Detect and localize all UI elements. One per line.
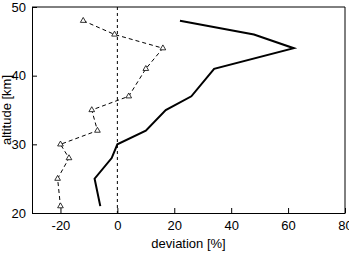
x-axis-line: [33, 213, 346, 214]
y-tick: 30: [12, 137, 37, 152]
x-tick-label: 0: [114, 218, 121, 233]
x-tick: 60: [281, 208, 295, 233]
y-tick-label: 20: [12, 206, 26, 221]
x-tick: 80: [338, 208, 349, 233]
series-line: [58, 21, 163, 206]
marker: [66, 155, 72, 160]
x-tick-mark: [345, 208, 346, 213]
y-axis-line: [32, 8, 33, 214]
x-tick-label: 60: [281, 218, 295, 233]
marker: [80, 17, 86, 22]
y-tick-mark: [32, 76, 37, 77]
y-tick-mark: [32, 7, 37, 8]
marker: [160, 45, 166, 50]
marker: [89, 107, 95, 112]
y-axis-title: altitude [km]: [0, 75, 14, 145]
x-tick-label: 20: [168, 218, 182, 233]
marker: [112, 31, 118, 36]
x-axis: -20 0 20 40 60 80: [33, 208, 349, 233]
x-tick-label: 40: [224, 218, 238, 233]
marker: [126, 93, 132, 98]
y-tick-label: 50: [12, 0, 26, 15]
x-tick-mark: [174, 208, 175, 213]
chart: -20 0 20 40 60 80 20 30 40 50 deviation [%] altitud…: [0, 0, 349, 254]
x-tick-mark: [60, 208, 61, 213]
x-tick-label: -20: [52, 218, 71, 233]
reference-line: [117, 7, 118, 213]
frame: [32, 7, 345, 213]
plot-area: -20 0 20 40 60 80 20 30 40 50: [12, 0, 349, 233]
x-tick-label: 80: [338, 218, 349, 233]
data-area: [55, 7, 294, 213]
marker: [55, 175, 61, 180]
marker: [95, 127, 101, 132]
x-tick: 40: [224, 208, 238, 233]
marker: [143, 66, 149, 71]
marker: [58, 141, 64, 146]
x-tick-mark: [288, 208, 289, 213]
x-tick: -20: [52, 208, 71, 233]
x-axis-title: deviation [%]: [151, 236, 225, 251]
y-tick: 40: [12, 68, 37, 83]
y-tick-mark: [32, 213, 37, 214]
y-axis: 20 30 40 50: [12, 0, 37, 221]
series-line: [95, 21, 294, 206]
marker: [58, 203, 64, 208]
y-tick: 50: [12, 0, 37, 15]
x-tick-mark: [231, 208, 232, 213]
x-tick: 20: [168, 208, 182, 233]
y-tick-mark: [32, 144, 37, 145]
y-tick: 20: [12, 206, 37, 221]
